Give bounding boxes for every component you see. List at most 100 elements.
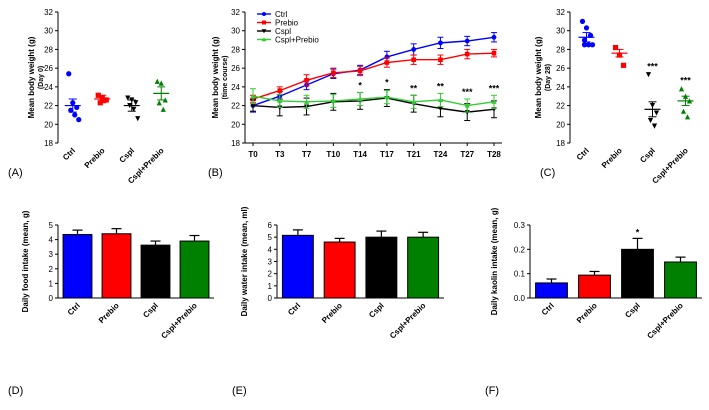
- panel-label: (B): [208, 167, 223, 179]
- legend-label: Ctrl: [275, 10, 288, 19]
- y-tick-label: 30: [556, 27, 565, 36]
- y-tick-label: 24: [556, 83, 565, 92]
- y-tick-label: 5: [268, 233, 273, 242]
- significance-marker: *: [358, 80, 362, 90]
- y-tick-label: 28: [556, 45, 565, 54]
- x-category-label: Ctrl: [61, 146, 77, 162]
- y-tick-label: 5: [49, 221, 54, 230]
- x-category-label: Prebio: [83, 146, 107, 170]
- y-axis-title: Mean body weight (g): [211, 36, 220, 118]
- significance-marker: *: [385, 78, 389, 88]
- data-point: [277, 88, 283, 93]
- data-point: [438, 57, 443, 63]
- significance-marker: **: [410, 83, 418, 93]
- bar: [101, 233, 132, 299]
- data-point: [464, 102, 470, 108]
- data-point: [154, 78, 160, 84]
- data-point: [250, 103, 256, 109]
- series-line: [252, 97, 495, 113]
- y-axis-title: Daily water intake (mean, ml): [240, 206, 249, 316]
- y-tick-label: 20: [231, 120, 240, 129]
- x-tick-label: T24: [434, 150, 448, 159]
- significance-marker: ***: [647, 62, 658, 72]
- x-category-label: Ctrl: [575, 146, 591, 162]
- data-point: [684, 114, 691, 120]
- data-point: [384, 60, 390, 65]
- data-point: [491, 99, 497, 104]
- data-point: [331, 70, 336, 76]
- data-point: [72, 112, 78, 118]
- data-point: [585, 42, 592, 48]
- x-category-label: Prebio: [600, 146, 624, 170]
- y-tick-label: 26: [556, 64, 565, 73]
- y-tick-label: 0: [268, 294, 273, 303]
- data-point: [620, 62, 627, 68]
- data-point: [437, 97, 444, 102]
- data-point: [680, 108, 687, 114]
- data-point: [678, 86, 685, 92]
- y-tick-label: 3: [49, 250, 54, 259]
- panel-label: (E): [232, 385, 247, 397]
- data-point: [437, 106, 444, 111]
- x-tick-label: T0: [248, 150, 258, 159]
- series-line: [252, 52, 495, 100]
- data-point: [581, 37, 588, 43]
- data-point: [464, 51, 470, 57]
- x-tick-label: T7: [302, 150, 312, 159]
- y-tick-label: 26: [44, 64, 53, 73]
- significance-marker: *: [636, 227, 640, 237]
- bar: [621, 248, 654, 299]
- x-category-label: Prebio: [320, 301, 344, 325]
- legend-marker: [261, 29, 267, 34]
- data-point: [76, 117, 82, 123]
- data-point: [277, 98, 283, 103]
- data-point: [581, 42, 588, 48]
- series-line: [252, 36, 495, 107]
- legend-label: Prebio: [275, 19, 299, 28]
- y-tick-label: 32: [44, 8, 53, 17]
- data-point: [304, 78, 309, 83]
- y-tick-label: 4: [49, 236, 54, 245]
- data-point: [125, 95, 131, 101]
- y-tick-label: 28: [44, 45, 53, 54]
- y-tick-label: 30: [44, 27, 53, 36]
- data-point: [411, 57, 416, 63]
- bar: [62, 233, 93, 299]
- y-axis-subtitle: (Day 0): [38, 66, 45, 89]
- panel-label: (D): [8, 385, 23, 397]
- y-tick-label: 32: [231, 8, 240, 17]
- data-point: [66, 71, 72, 77]
- x-category-label: Cspl+Prebio: [159, 301, 199, 341]
- x-category-label: Cspl: [623, 301, 642, 320]
- data-point: [589, 42, 596, 48]
- legend-label: Cspl+Prebio: [275, 36, 319, 45]
- y-tick-label: 3: [268, 258, 273, 267]
- data-point: [131, 106, 137, 112]
- data-point: [647, 117, 654, 124]
- panel-label: (A): [8, 167, 23, 179]
- x-tick-label: T28: [487, 150, 501, 159]
- y-tick-label: 0: [49, 294, 54, 303]
- y-tick-label: 22: [231, 102, 240, 111]
- data-point: [464, 38, 470, 44]
- y-tick-label: 0.0: [514, 294, 526, 303]
- y-tick-label: 2: [49, 265, 54, 274]
- data-point: [160, 106, 166, 112]
- x-category-label: Ctrl: [286, 301, 302, 317]
- bar: [281, 234, 314, 299]
- y-tick-label: 6: [268, 221, 273, 230]
- x-category-label: Cspl+Prebio: [388, 301, 428, 341]
- x-tick-label: T10: [326, 150, 340, 159]
- y-tick-label: 18: [556, 139, 565, 148]
- data-point: [156, 100, 162, 106]
- x-tick-label: T27: [460, 150, 474, 159]
- x-category-label: Ctrl: [66, 301, 82, 317]
- bar: [179, 240, 210, 299]
- y-tick-label: 1: [49, 279, 54, 288]
- data-point: [612, 44, 619, 51]
- y-axis-title: Daily food intake (mean, g): [21, 210, 30, 312]
- series-line: [252, 95, 495, 107]
- bar: [407, 236, 440, 299]
- y-tick-label: 30: [231, 27, 240, 36]
